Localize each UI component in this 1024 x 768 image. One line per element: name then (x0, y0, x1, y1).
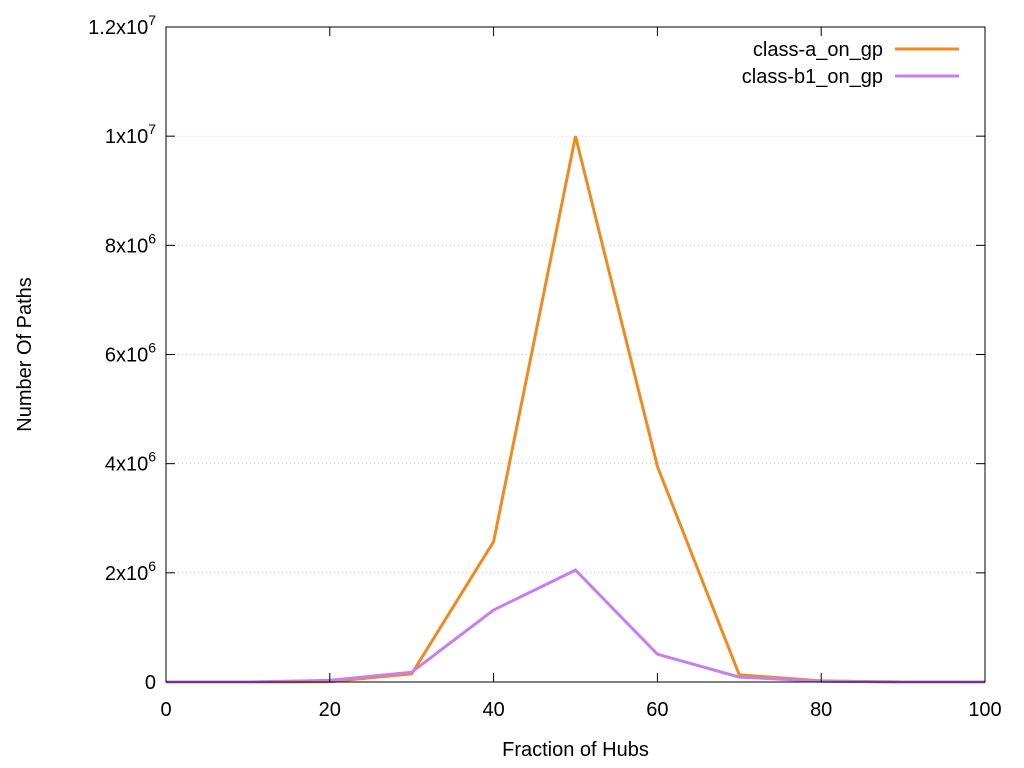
x-tick-labels: 0 20 40 60 80 100 (160, 699, 1001, 721)
plot-frame (165, 26, 986, 683)
y-tick-exponent: 6 (148, 340, 156, 356)
y-tick-label: 8x106 (105, 230, 156, 257)
y-tick-label: 0 (145, 672, 156, 694)
y-tick-exponent: 6 (148, 449, 156, 465)
legend: class-a_on_gp class-b1_on_gp (742, 39, 959, 88)
y-tick-base: 1x10 (105, 126, 148, 148)
x-tick-label: 60 (646, 699, 668, 721)
series-line-class-a_on_gp (166, 135, 985, 684)
y-tick-exponent: 7 (148, 121, 156, 137)
x-tick-label: 100 (968, 699, 1001, 721)
y-tick-base: 6x10 (105, 345, 148, 367)
y-tick-base: 4x10 (105, 454, 148, 476)
x-tick-label: 20 (319, 699, 341, 721)
y-tick-exponent: 7 (148, 12, 156, 28)
y-tick-label: 2x106 (105, 558, 156, 585)
x-tick-label: 40 (482, 699, 504, 721)
y-tick-label: 1.2x107 (88, 12, 156, 39)
y-tick-exponent: 6 (148, 558, 156, 574)
grid-lines (166, 26, 985, 574)
x-tick-label: 0 (160, 699, 171, 721)
y-tick-base: 0 (145, 672, 156, 694)
y-tick-base: 2x10 (105, 563, 148, 585)
y-axis-title: Number Of Paths (14, 277, 36, 432)
legend-label: class-b1_on_gp (742, 66, 883, 88)
y-tick-exponent: 6 (148, 230, 156, 246)
series-layer (166, 135, 985, 684)
y-tick-base: 8x10 (105, 235, 148, 257)
y-tick-label: 6x106 (105, 340, 156, 367)
x-tick-label: 80 (810, 699, 832, 721)
y-tick-label: 1x107 (105, 121, 156, 148)
y-tick-base: 1.2x10 (88, 17, 148, 39)
series-line-class-b1_on_gp (166, 568, 985, 684)
legend-label: class-a_on_gp (753, 39, 883, 61)
x-axis-title: Fraction of Hubs (502, 739, 649, 761)
y-tick-label: 4x106 (105, 449, 156, 476)
